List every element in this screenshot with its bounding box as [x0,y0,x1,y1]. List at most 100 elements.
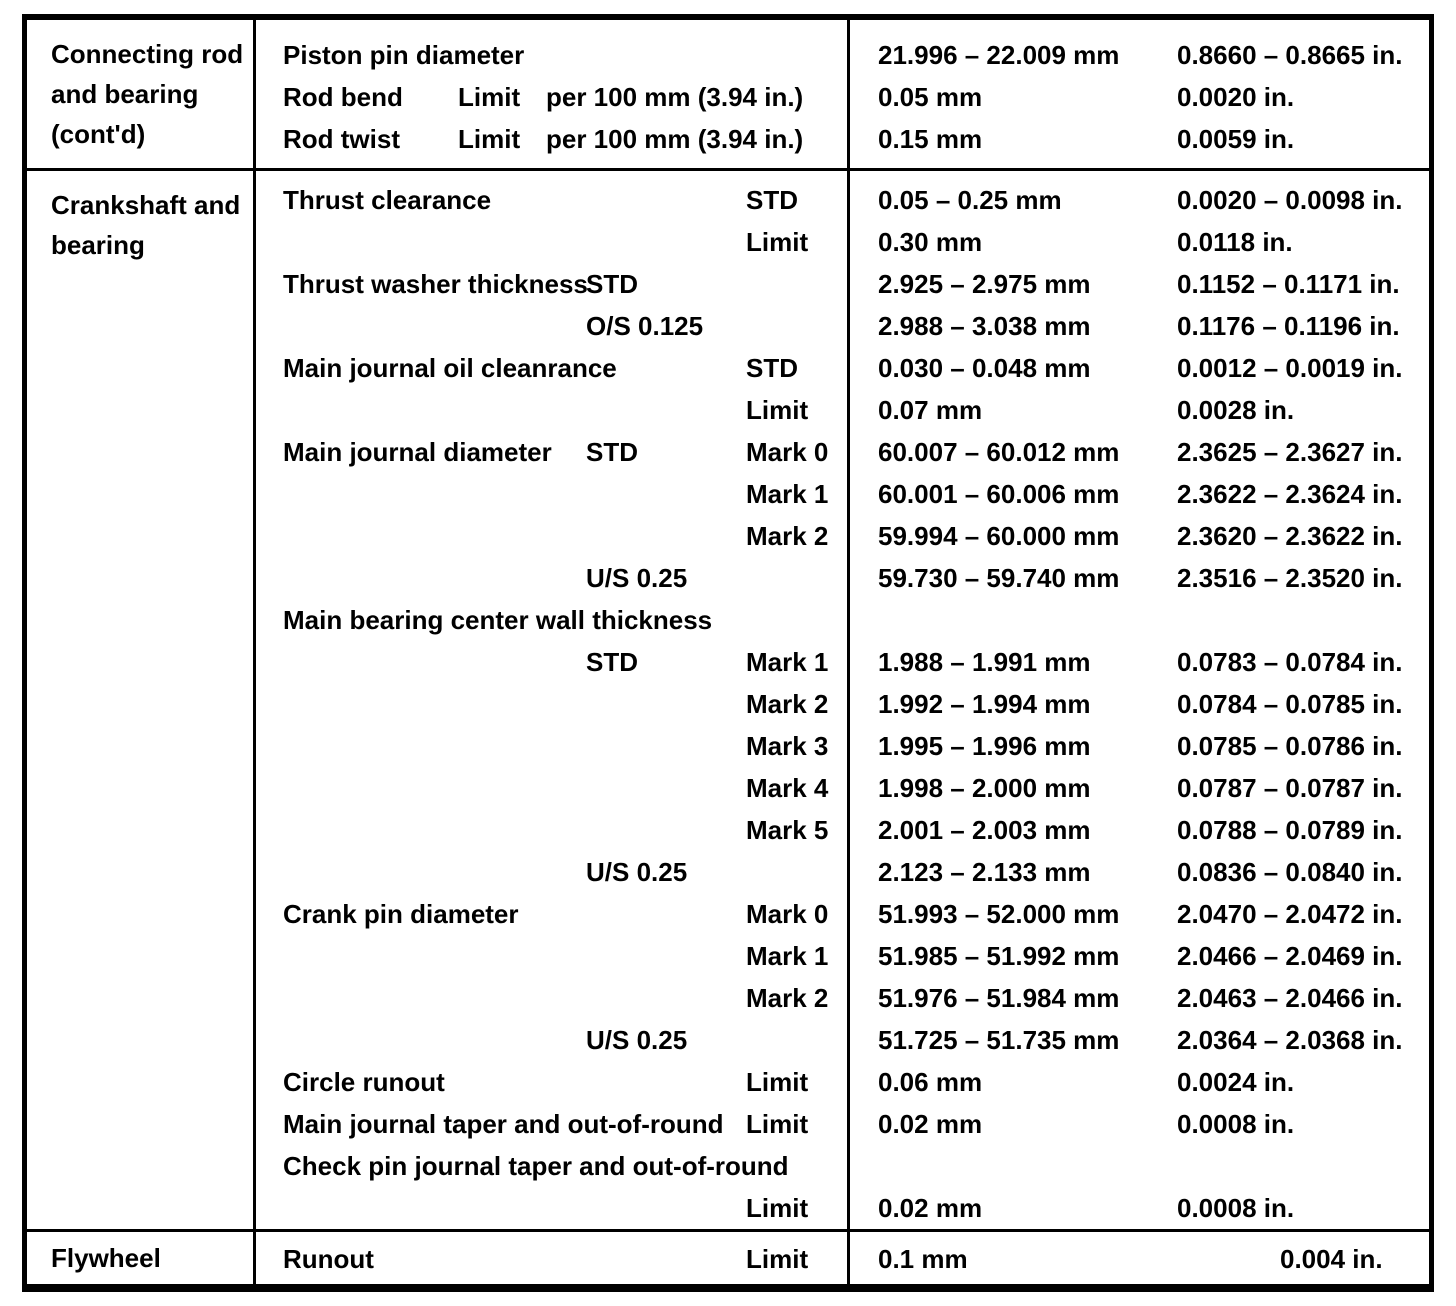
value-in: 0.0012 – 0.0019 in. [1177,353,1403,383]
spec-row-items: Piston pin diameter [256,34,847,76]
spec-qualifier-1: Limit [458,124,521,154]
spec-row-values: 0.30 mm 0.0118 in. [847,221,1429,263]
spec-row: Mark 1 51.985 – 51.992 mm 2.0466 – 2.046… [256,935,1429,977]
spec-row-values: 0.05 mm 0.0020 in. [847,76,1429,118]
value-mm: 1.995 – 1.996 mm [878,731,1091,761]
spec-item-label: Circle runout [283,1067,445,1097]
value-mm: 51.976 – 51.984 mm [878,983,1120,1013]
spec-row-items: Thrust clearance STD [256,179,847,221]
value-mm: 0.030 – 0.048 mm [878,353,1091,383]
spec-row-values: 1.998 – 2.000 mm 0.0787 – 0.0787 in. [847,767,1429,809]
spec-item-label: Main bearing center wall thickness [283,605,713,635]
spec-row-values: 60.007 – 60.012 mm 2.3625 – 2.3627 in. [847,431,1429,473]
value-mm: 51.993 – 52.000 mm [878,899,1120,929]
spec-row: Thrust washer thickness STD 2.925 – 2.97… [256,263,1429,305]
value-in: 0.0020 – 0.0098 in. [1177,185,1403,215]
spec-row: Mark 2 59.994 – 60.000 mm 2.3620 – 2.362… [256,515,1429,557]
spec-row-values: 0.1 mm 0.004 in. [847,1238,1429,1280]
spec-row: Mark 5 2.001 – 2.003 mm 0.0788 – 0.0789 … [256,809,1429,851]
spec-row-items: Main bearing center wall thickness [256,599,847,641]
spec-row-items: Mark 5 [256,809,847,851]
spec-row-items: Mark 1 [256,473,847,515]
spec-row-values: 59.994 – 60.000 mm 2.3620 – 2.3622 in. [847,515,1429,557]
spec-qualifier-2: Mark 0 [746,437,829,467]
spec-row: Mark 2 1.992 – 1.994 mm 0.0784 – 0.0785 … [256,683,1429,725]
spec-row-items: U/S 0.25 [256,1019,847,1061]
value-mm: 21.996 – 22.009 mm [878,40,1120,70]
spec-qualifier-1: U/S 0.25 [586,1025,688,1055]
spec-row-values: 2.925 – 2.975 mm 0.1152 – 0.1171 in. [847,263,1429,305]
spec-row: Rod twist Limit per 100 mm (3.94 in.) 0.… [256,118,1429,160]
value-in: 0.0059 in. [1177,124,1295,154]
spec-row-items: Crank pin diameter Mark 0 [256,893,847,935]
spec-row: Mark 1 60.001 – 60.006 mm 2.3622 – 2.362… [256,473,1429,515]
section-rows: Thrust clearance STD 0.05 – 0.25 mm 0.00… [256,171,1429,1229]
spec-item-label: Main journal oil cleanrance [283,353,617,383]
spec-qualifier-2: Mark 5 [746,815,829,845]
spec-row-values: 0.02 mm 0.0008 in. [847,1103,1429,1145]
spec-row-items: U/S 0.25 [256,851,847,893]
value-mm: 0.05 mm [878,82,983,112]
section-label: Crankshaft and bearing [27,171,256,1229]
spec-row-items: Mark 3 [256,725,847,767]
section-label: Flywheel [27,1232,256,1284]
spec-row-items: Main journal taper and out-of-round Limi… [256,1103,847,1145]
section-label-line: Crankshaft and [51,190,241,220]
spec-row-items: U/S 0.25 [256,557,847,599]
spec-row: Thrust clearance STD 0.05 – 0.25 mm 0.00… [256,179,1429,221]
spec-qualifier-1: Limit [458,82,521,112]
spec-row: Limit 0.07 mm 0.0028 in. [256,389,1429,431]
spec-row-values: 2.988 – 3.038 mm 0.1176 – 0.1196 in. [847,305,1429,347]
value-mm: 2.925 – 2.975 mm [878,269,1091,299]
spec-item-label: Rod bend [283,82,403,112]
value-in: 0.0784 – 0.0785 in. [1177,689,1403,719]
spec-qualifier-1: O/S 0.125 [586,311,704,341]
value-mm: 0.02 mm [878,1193,983,1223]
value-in: 2.3620 – 2.3622 in. [1177,521,1403,551]
spec-row: U/S 0.25 2.123 – 2.133 mm 0.0836 – 0.084… [256,851,1429,893]
spec-row: Limit 0.30 mm 0.0118 in. [256,221,1429,263]
value-in: 0.0788 – 0.0789 in. [1177,815,1403,845]
spec-row-values: 51.976 – 51.984 mm 2.0463 – 2.0466 in. [847,977,1429,1019]
spec-row-values: 51.985 – 51.992 mm 2.0466 – 2.0469 in. [847,935,1429,977]
value-in: 2.0463 – 2.0466 in. [1177,983,1403,1013]
section-label-line: Connecting rod [51,39,244,69]
value-in: 2.0470 – 2.0472 in. [1177,899,1403,929]
spec-row-items: Limit [256,389,847,431]
value-mm: 60.001 – 60.006 mm [878,479,1120,509]
spec-row-values: 0.07 mm 0.0028 in. [847,389,1429,431]
spec-qualifier-1: U/S 0.25 [586,563,688,593]
spec-row-values: 1.992 – 1.994 mm 0.0784 – 0.0785 in. [847,683,1429,725]
spec-row-items: Check pin journal taper and out-of-round [256,1145,847,1187]
spec-row: Mark 4 1.998 – 2.000 mm 0.0787 – 0.0787 … [256,767,1429,809]
value-in: 2.0466 – 2.0469 in. [1177,941,1403,971]
spec-row-items: Rod twist Limit per 100 mm (3.94 in.) [256,118,847,160]
spec-row-values: 0.02 mm 0.0008 in. [847,1187,1429,1229]
spec-item-label: Runout [283,1244,374,1274]
spec-row-items: Main journal oil cleanrance STD [256,347,847,389]
spec-qualifier-2: Mark 2 [746,983,829,1013]
spec-row-values: 0.06 mm 0.0024 in. [847,1061,1429,1103]
value-in: 0.0024 in. [1177,1067,1295,1097]
spec-row: O/S 0.125 2.988 – 3.038 mm 0.1176 – 0.11… [256,305,1429,347]
spec-row-items: Circle runout Limit [256,1061,847,1103]
section-label-line: Flywheel [51,1243,161,1273]
spec-qualifier-2: per 100 mm (3.94 in.) [546,82,804,112]
spec-qualifier-2: Limit [746,1109,809,1139]
spec-qualifier-2: Mark 1 [746,479,829,509]
spec-row-values: 1.995 – 1.996 mm 0.0785 – 0.0786 in. [847,725,1429,767]
spec-row-values: 51.725 – 51.735 mm 2.0364 – 2.0368 in. [847,1019,1429,1061]
spec-qualifier-2: Mark 2 [746,521,829,551]
spec-row-values: 59.730 – 59.740 mm 2.3516 – 2.3520 in. [847,557,1429,599]
spec-qualifier-2: Limit [746,1244,809,1274]
spec-item-label: Thrust clearance [283,185,492,215]
spec-qualifier-1: STD [586,437,638,467]
value-mm: 51.985 – 51.992 mm [878,941,1120,971]
spec-item-label: Rod twist [283,124,400,154]
section-label: Connecting rod and bearing (cont'd) [27,20,256,168]
value-in: 2.3622 – 2.3624 in. [1177,479,1403,509]
spec-row: Limit 0.02 mm 0.0008 in. [256,1187,1429,1229]
spec-row: Circle runout Limit 0.06 mm 0.0024 in. [256,1061,1429,1103]
spec-row-items: Thrust washer thickness STD [256,263,847,305]
spec-row-items: Mark 1 [256,935,847,977]
